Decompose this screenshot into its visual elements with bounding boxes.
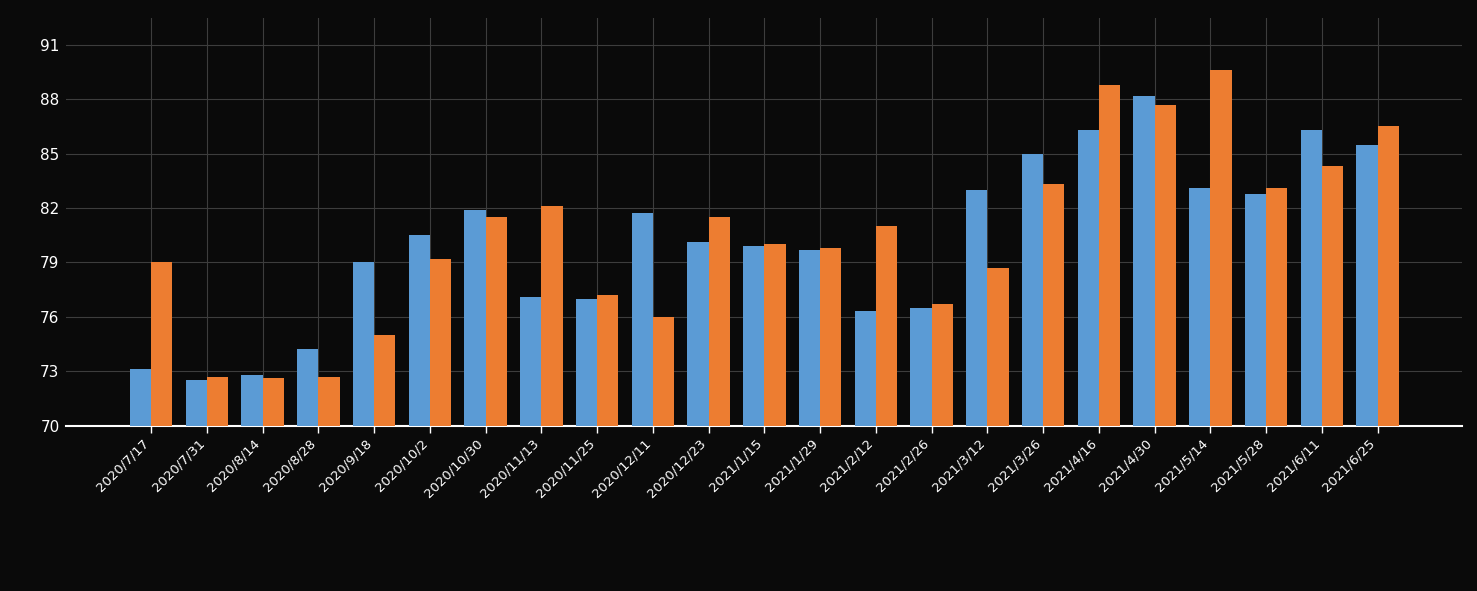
Bar (1099, 85, 1120, 426)
Bar (1189, 188, 1210, 426)
Bar (374, 335, 396, 426)
Bar (464, 210, 486, 426)
Bar (709, 217, 730, 426)
Bar (987, 268, 1009, 426)
Bar (1078, 130, 1099, 426)
Bar (241, 375, 263, 426)
Bar (632, 213, 653, 426)
Bar (1155, 105, 1176, 426)
Bar (409, 235, 430, 426)
Bar (765, 244, 786, 426)
Bar (319, 376, 340, 426)
Bar (542, 206, 563, 426)
Bar (1266, 188, 1288, 426)
Bar (1022, 154, 1043, 426)
Bar (932, 304, 953, 426)
Bar (653, 317, 674, 426)
Bar (486, 217, 507, 426)
Bar (151, 262, 173, 426)
Bar (186, 380, 207, 426)
Bar (597, 295, 619, 426)
Bar (130, 369, 151, 426)
Bar (1356, 145, 1378, 426)
Bar (430, 259, 450, 426)
Bar (1210, 70, 1232, 426)
Bar (820, 248, 842, 426)
Bar (353, 262, 374, 426)
Bar (576, 298, 597, 426)
Bar (799, 250, 820, 426)
Bar (1301, 130, 1322, 426)
Bar (966, 190, 987, 426)
Bar (1322, 166, 1343, 426)
Bar (297, 349, 319, 426)
Bar (1245, 193, 1266, 426)
Bar (743, 246, 765, 426)
Bar (1043, 184, 1065, 426)
Bar (876, 226, 897, 426)
Bar (855, 311, 876, 426)
Bar (520, 297, 542, 426)
Bar (1133, 96, 1155, 426)
Bar (207, 376, 227, 426)
Bar (263, 378, 284, 426)
Bar (687, 242, 709, 426)
Bar (1378, 126, 1399, 426)
Bar (910, 308, 932, 426)
